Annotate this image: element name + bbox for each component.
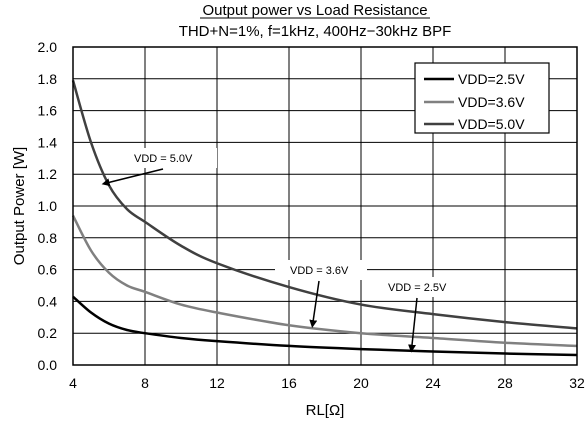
annotation-2-5v-text: VDD = 2.5V	[388, 282, 447, 294]
annotation-5-0v-box	[125, 148, 217, 168]
annotation-2-5v-box	[375, 277, 467, 297]
annotation-2-5v: VDD = 2.5V	[375, 277, 467, 353]
y-tick-label: 0.2	[38, 325, 58, 341]
legend: VDD=2.5V VDD=3.6V VDD=5.0V	[414, 62, 550, 134]
y-tick-label: 0.8	[38, 230, 58, 246]
annotation-3-6v-arrow	[309, 280, 320, 329]
annotation-3-6v-text: VDD = 3.6V	[290, 265, 349, 277]
y-tick-label: 1.4	[38, 134, 58, 150]
series-line-vdd-3-6v	[71, 214, 578, 348]
annotation-5-0v-arrow	[101, 168, 164, 187]
y-tick-label: 0.0	[38, 357, 58, 373]
plot-border	[72, 46, 578, 366]
legend-label-2-5v: VDD=2.5V	[458, 71, 525, 87]
y-axis-label: Output Power [W]	[11, 147, 28, 265]
legend-label-5-0v: VDD=5.0V	[458, 116, 525, 132]
annotation-3-6v-box	[275, 260, 367, 280]
chart-subtitle: THD+N=1%, f=1kHz, 400Hz−30kHz BPF	[179, 23, 452, 40]
y-tick-label: 1.2	[38, 166, 58, 182]
y-tick-label: 0.4	[38, 293, 58, 309]
x-tick-label: 32	[569, 375, 585, 391]
x-tick-label: 4	[69, 375, 77, 391]
x-tick-label: 20	[353, 375, 369, 391]
annotation-3-6v: VDD = 3.6V	[275, 260, 367, 329]
x-tick-label: 12	[209, 375, 225, 391]
x-tick-label: 16	[281, 375, 297, 391]
y-tick-label: 1.8	[38, 71, 58, 87]
x-tick-label: 28	[497, 375, 513, 391]
x-tick-label: 24	[425, 375, 441, 391]
y-tick-labels: 0.0 0.2 0.4 0.6 0.8 1.0 1.2 1.4 1.6 1.8 2.0	[38, 39, 58, 373]
annotation-5-0v-text: VDD = 5.0V	[134, 153, 193, 165]
y-tick-label: 1.6	[38, 103, 58, 119]
x-axis-label: RL[Ω]	[306, 402, 345, 419]
legend-label-3-6v: VDD=3.6V	[458, 94, 525, 110]
y-tick-label: 1.0	[38, 198, 58, 214]
x-tick-labels: 4 8 12 16 20 24 28 32	[69, 375, 585, 391]
annotation-2-5v-arrow	[408, 297, 418, 353]
y-tick-label: 0.6	[38, 262, 58, 278]
legend-box	[414, 62, 550, 134]
annotation-5-0v: VDD = 5.0V	[101, 148, 217, 187]
y-tick-label: 2.0	[38, 39, 58, 55]
chart-title: Output power vs Load Resistance	[202, 2, 427, 19]
x-tick-label: 8	[141, 375, 149, 391]
series-line-vdd-2-5v	[72, 295, 578, 357]
